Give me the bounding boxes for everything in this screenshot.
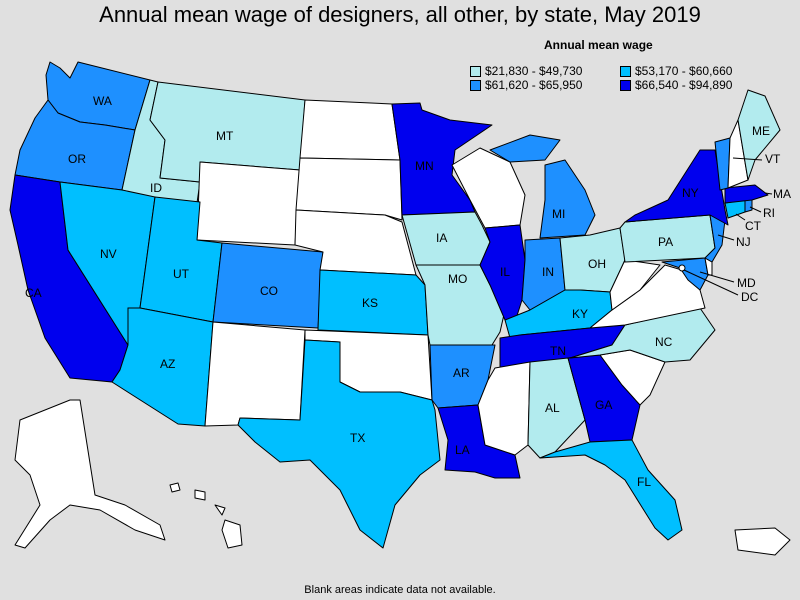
legend-item-4: $66,540 - $94,890 xyxy=(620,78,732,92)
state-MN[interactable] xyxy=(391,102,493,216)
legend-label-3: $61,620 - $65,950 xyxy=(485,78,583,92)
label-OR: OR xyxy=(68,152,86,166)
label-MI: MI xyxy=(552,207,565,221)
label-CT: CT xyxy=(745,219,762,233)
legend-swatch-3 xyxy=(470,79,481,91)
label-AR: AR xyxy=(453,366,470,380)
legend-swatch-2 xyxy=(620,65,631,77)
label-NC: NC xyxy=(655,335,673,349)
label-UT: UT xyxy=(173,267,190,281)
label-LA: LA xyxy=(455,443,470,457)
legend-title: Annual mean wage xyxy=(544,38,653,52)
state-AK[interactable] xyxy=(14,399,166,549)
state-PR[interactable] xyxy=(734,527,791,556)
label-PA: PA xyxy=(658,235,673,249)
leader-NJ xyxy=(717,234,735,241)
leader-MD xyxy=(699,271,735,283)
label-VT: VT xyxy=(765,152,781,166)
label-GA: GA xyxy=(595,398,612,412)
label-MT: MT xyxy=(216,129,234,143)
label-TN: TN xyxy=(550,344,566,358)
label-MO: MO xyxy=(448,272,467,286)
leader-CT xyxy=(735,213,746,221)
label-RI: RI xyxy=(763,206,775,220)
label-AZ: AZ xyxy=(160,357,175,371)
leader-VT xyxy=(732,157,763,161)
label-KY: KY xyxy=(572,307,588,321)
state-MI[interactable] xyxy=(489,134,596,239)
label-MD: MD xyxy=(737,276,756,290)
map-title: Annual mean wage of designers, all other… xyxy=(99,2,701,27)
label-CO: CO xyxy=(260,284,278,298)
state-SD[interactable] xyxy=(295,157,403,221)
label-MA: MA xyxy=(773,187,791,201)
label-NY: NY xyxy=(682,186,699,200)
state-WY[interactable] xyxy=(196,161,301,246)
label-WA: WA xyxy=(93,94,112,108)
state-MA[interactable] xyxy=(724,184,769,204)
label-NJ: NJ xyxy=(736,235,751,249)
leader-RI xyxy=(749,206,762,213)
legend-label-4: $66,540 - $94,890 xyxy=(635,78,733,92)
legend-label-2: $53,170 - $60,660 xyxy=(635,64,733,78)
label-NV: NV xyxy=(100,247,117,261)
state-FL[interactable] xyxy=(539,439,683,541)
state-TX[interactable] xyxy=(237,339,441,549)
label-ME: ME xyxy=(752,124,770,138)
label-CA: CA xyxy=(25,286,42,300)
legend-label-1: $21,830 - $49,730 xyxy=(485,64,583,78)
state-DC[interactable] xyxy=(678,264,686,272)
label-OH: OH xyxy=(588,257,606,271)
label-AL: AL xyxy=(545,401,560,415)
footnote: Blank areas indicate data not available. xyxy=(304,584,496,596)
label-IL: IL xyxy=(500,265,510,279)
label-TX: TX xyxy=(350,431,365,445)
label-IN: IN xyxy=(542,265,554,279)
legend-item-2: $53,170 - $60,660 xyxy=(620,64,732,78)
label-KS: KS xyxy=(362,296,378,310)
state-HI[interactable] xyxy=(169,482,243,549)
state-ND[interactable] xyxy=(299,99,401,161)
state-WI[interactable] xyxy=(451,147,526,229)
state-NY[interactable] xyxy=(624,149,729,226)
legend-swatch-4 xyxy=(620,79,631,91)
leader-MA xyxy=(764,192,773,195)
label-MN: MN xyxy=(415,159,434,173)
state-RI[interactable] xyxy=(744,199,753,213)
label-DC: DC xyxy=(741,290,759,304)
label-IA: IA xyxy=(436,231,447,245)
state-NM[interactable] xyxy=(204,321,306,427)
label-ID: ID xyxy=(150,181,162,195)
state-ME[interactable] xyxy=(737,89,781,181)
legend-swatch-1 xyxy=(470,65,481,77)
label-FL: FL xyxy=(637,475,651,489)
legend-item-1: $21,830 - $49,730 xyxy=(470,64,582,78)
leader-DC xyxy=(683,269,739,296)
legend-item-3: $61,620 - $65,950 xyxy=(470,78,582,92)
